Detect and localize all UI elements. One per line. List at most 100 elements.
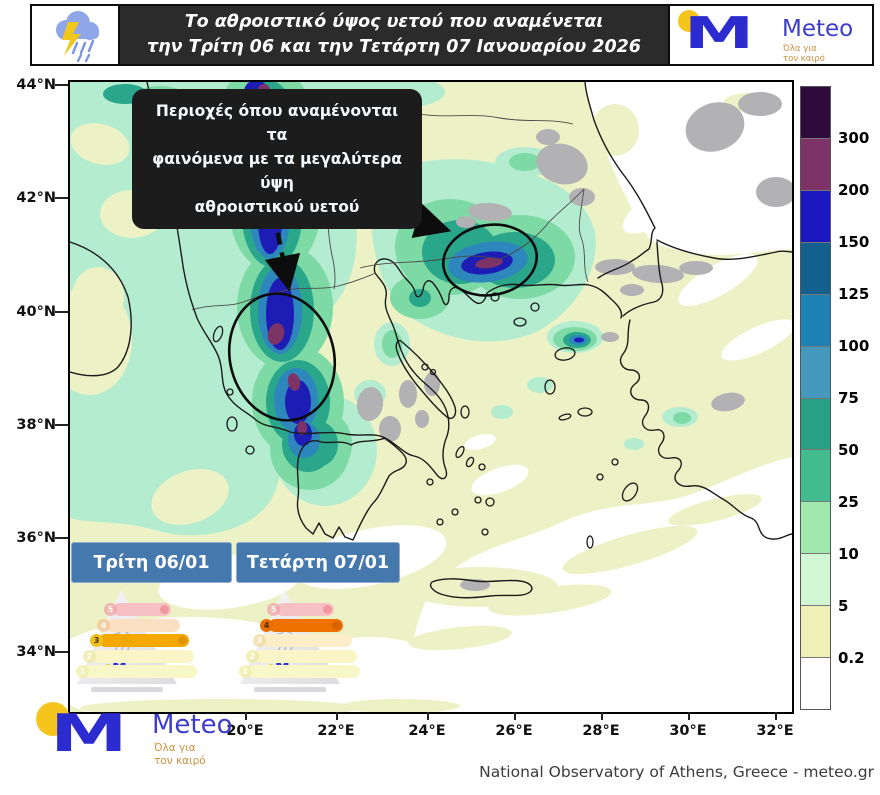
colorbar-segment [801,346,830,399]
header-bar: Το αθροιστικό ύψος υετού που αναμένεται … [30,4,874,66]
pyramid-bar-level4-active [269,619,343,632]
colorbar-tick-300: 300 [838,129,870,147]
colorbar-tick-125: 125 [838,285,870,303]
attribution-text: National Observatory of Athens, Greece -… [479,763,874,781]
pyramid-bar-level5 [276,603,334,616]
colorbar-tick-25: 25 [838,493,859,511]
warning-pyramid-day1: M 5 4 3 2 1 [75,590,215,702]
lon-tick [688,712,690,720]
lat-label-44n: 44°N [16,77,56,93]
level-badge-2: 2 [246,650,259,663]
lon-label-28e: 28°E [582,723,620,739]
lat-label-36n: 36°N [16,530,56,546]
meteo-logo-dot [678,10,700,32]
pyramid-bar-level1 [85,665,197,678]
level-badge-5: 5 [267,603,280,616]
lon-tick [775,712,777,720]
lon-label-32e: 32°E [756,723,794,739]
lat-label-38n: 38°N [16,417,56,433]
pyramid-bar-level5 [113,603,171,616]
lat-tick [55,311,68,313]
pyramid-bar-level2 [255,650,357,663]
meteo-logo-m: M [684,8,755,59]
pyramid-bar-level3 [262,634,352,647]
meteo-logo-footer: M Meteo Όλα για τον καιρό [34,700,234,775]
lon-label-22e: 22°E [317,723,355,739]
colorbar-segment [801,242,830,295]
level-badge-4-active: 4 [260,619,273,632]
colorbar-segment [801,450,830,503]
lat-label-42n: 42°N [16,190,56,206]
lon-tick [514,712,516,720]
meteo-logo-name: Meteo [782,16,854,42]
pyramid-bar-level4 [106,619,180,632]
colorbar-segment [801,606,830,659]
highlight-ellipse-northeast [441,223,539,297]
coastlines [70,82,792,599]
storm-icon-box [32,6,120,64]
warning-pyramid-day2: M 5 4 3 2 1 [238,590,378,702]
precipitation-colorbar [800,86,831,710]
colorbar-segment [801,190,830,243]
pyramid-bar-level2 [92,650,194,663]
pyramid-caption-line [254,687,326,692]
colorbar-segment [801,398,830,451]
colorbar-segment [801,502,830,555]
colorbar-tick-150: 150 [838,233,870,251]
header-title: Το αθροιστικό ύψος υετού που αναμένεται … [120,6,668,64]
colorbar-segment [801,554,830,607]
lat-tick [55,197,68,199]
annotation-line-2: φαινόμενα με τα μεγαλύτερα ύψη [152,150,402,193]
date-chip-wednesday: Τετάρτη 07/01 [236,542,400,583]
storm-cloud-rain-icon [56,11,99,62]
colorbar-tick-02: 0.2 [838,649,865,667]
date-chip-tuesday: Τρίτη 06/01 [71,542,232,583]
colorbar-segment [801,87,830,139]
lon-label-26e: 26°E [495,723,533,739]
annotation-line-3: αθροιστικού υετού [194,198,360,217]
level-badge-2: 2 [83,650,96,663]
lat-tick [55,537,68,539]
pyramid-bar-level1 [248,665,360,678]
colorbar-tick-200: 200 [838,181,870,199]
lon-label-30e: 30°E [669,723,707,739]
colorbar-segment [801,294,830,347]
colorbar-tick-100: 100 [838,337,870,355]
meteo-logo-dot [36,702,70,736]
colorbar-tick-5: 5 [838,597,849,615]
lon-label-20e: 20°E [226,723,264,739]
gray-terrain-patch [356,92,792,591]
lat-label-34n: 34°N [16,644,56,660]
lat-label-40n: 40°N [16,304,56,320]
lon-tick [601,712,603,720]
level-badge-4: 4 [97,619,110,632]
lat-tick [55,424,68,426]
meteo-logo-tagline: Όλα για τον καιρό [783,44,825,65]
colorbar-segment [801,658,830,710]
level-badge-5: 5 [104,603,117,616]
lat-tick [55,84,68,86]
meteo-logo-m: M [50,704,128,764]
title-line-2: την Τρίτη 06 και την Τετάρτη 07 Ιανουαρί… [147,37,641,57]
lon-tick [245,712,247,720]
colorbar-tick-50: 50 [838,441,859,459]
level-badge-1: 1 [76,665,89,678]
title-line-1: Το αθροιστικό ύψος υετού που αναμένεται [184,11,604,32]
islands [212,292,639,556]
pyramid-caption-line [91,687,163,692]
colorbar-tick-10: 10 [838,545,859,563]
level-badge-3-active: 3 [90,634,103,647]
meteo-logo-header: M Meteo Όλα για τον καιρό [668,6,872,64]
level-badge-1: 1 [239,665,252,678]
lon-label-24e: 24°E [408,723,446,739]
meteo-logo-name: Meteo [152,710,233,740]
highlight-ellipse-northwest [227,292,337,422]
pyramid-bar-level3-active [99,634,189,647]
lat-tick [55,651,68,653]
colorbar-tick-75: 75 [838,389,859,407]
annotation-line-1: Περιοχές όπου αναμένονται τα [155,102,399,145]
annotation-box: Περιοχές όπου αναμένονται τα φαινόμενα μ… [132,89,422,230]
colorbar-segment [801,138,830,191]
lon-tick [427,712,429,720]
